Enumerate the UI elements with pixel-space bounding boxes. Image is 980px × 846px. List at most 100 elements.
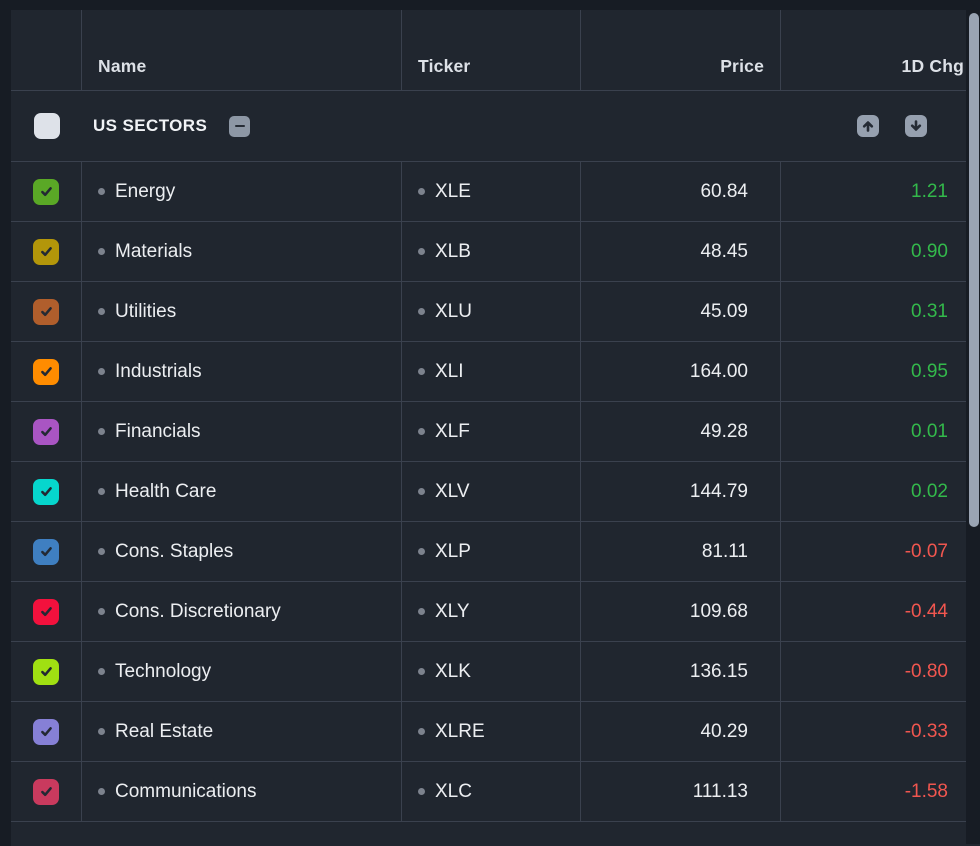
table-row[interactable]: Materials XLB 48.45 0.90 (11, 222, 980, 282)
row-checkbox[interactable] (33, 478, 59, 505)
arrow-up-icon (862, 121, 874, 132)
move-up-button[interactable] (857, 115, 879, 137)
checkmark-icon (40, 787, 52, 797)
name-cell: Cons. Staples (82, 522, 402, 581)
change-cell: -0.07 (781, 522, 980, 581)
change-value: -1.58 (904, 780, 948, 802)
row-checkbox[interactable] (33, 238, 59, 265)
column-header-ticker[interactable]: Ticker (402, 10, 581, 90)
ticker-cell: XLB (402, 222, 581, 281)
change-cell: 0.95 (781, 342, 980, 401)
table-row[interactable]: Energy XLE 60.84 1.21 (11, 162, 980, 222)
bullet-icon (418, 188, 425, 195)
bullet-icon (418, 488, 425, 495)
bullet-icon (418, 368, 425, 375)
ticker-cell: XLP (402, 522, 581, 581)
row-checkbox[interactable] (33, 718, 59, 745)
move-down-button[interactable] (905, 115, 927, 137)
sector-name: Industrials (115, 360, 202, 382)
change-value: -0.33 (904, 720, 948, 742)
ticker-cell: XLE (402, 162, 581, 221)
name-cell: Real Estate (82, 702, 402, 761)
bullet-icon (98, 428, 105, 435)
table-row[interactable]: Industrials XLI 164.00 0.95 (11, 342, 980, 402)
sector-name: Utilities (115, 300, 177, 322)
sector-name: Technology (115, 660, 212, 682)
row-checkbox[interactable] (33, 418, 59, 445)
bullet-icon (418, 788, 425, 795)
table-row[interactable]: Technology XLK 136.15 -0.80 (11, 642, 980, 702)
change-value: 0.02 (911, 480, 948, 502)
sector-name: Health Care (115, 480, 217, 502)
price-value: 144.79 (689, 480, 748, 502)
table-row[interactable]: Financials XLF 49.28 0.01 (11, 402, 980, 462)
column-header-price[interactable]: Price (581, 10, 781, 90)
change-value: 1.21 (911, 180, 948, 202)
change-value: -0.44 (904, 600, 948, 622)
row-checkbox-cell (11, 702, 82, 761)
ticker-cell: XLK (402, 642, 581, 701)
scrollbar-thumb[interactable] (969, 13, 979, 527)
ticker-cell: XLC (402, 762, 581, 821)
bullet-icon (418, 608, 425, 615)
price-cell: 136.15 (581, 642, 781, 701)
name-cell: Cons. Discretionary (82, 582, 402, 641)
price-value: 40.29 (700, 720, 748, 742)
ticker-symbol: XLP (435, 540, 471, 562)
table-row[interactable]: Cons. Staples XLP 81.11 -0.07 (11, 522, 980, 582)
price-value: 111.13 (692, 780, 748, 802)
group-checkbox[interactable] (33, 113, 60, 139)
table-row[interactable]: Real Estate XLRE 40.29 -0.33 (11, 702, 980, 762)
group-checkbox-cell (11, 113, 82, 139)
price-value: 109.68 (689, 600, 748, 622)
collapse-group-button[interactable] (229, 115, 251, 137)
ticker-cell: XLU (402, 282, 581, 341)
name-cell: Industrials (82, 342, 402, 401)
row-checkbox[interactable] (33, 778, 59, 805)
column-header-change-label: 1D Chg (901, 56, 964, 76)
bullet-icon (418, 308, 425, 315)
row-checkbox[interactable] (33, 598, 59, 625)
sector-name: Real Estate (115, 720, 214, 742)
price-value: 45.09 (700, 300, 748, 322)
row-checkbox[interactable] (33, 538, 59, 565)
row-checkbox[interactable] (33, 178, 59, 205)
ticker-symbol: XLI (435, 360, 464, 382)
ticker-symbol: XLC (435, 780, 472, 802)
ticker-symbol: XLF (435, 420, 470, 442)
checkmark-icon (40, 247, 52, 257)
table-row[interactable]: Cons. Discretionary XLY 109.68 -0.44 (11, 582, 980, 642)
ticker-symbol: XLE (435, 180, 471, 202)
bullet-icon (418, 548, 425, 555)
row-checkbox[interactable] (33, 298, 59, 325)
header-checkbox-column (11, 10, 82, 90)
change-cell: -1.58 (781, 762, 980, 821)
column-header-name[interactable]: Name (82, 10, 402, 90)
column-header-change[interactable]: 1D Chg (781, 10, 980, 90)
ticker-symbol: XLY (435, 600, 470, 622)
price-cell: 109.68 (581, 582, 781, 641)
bullet-icon (98, 548, 105, 555)
checkmark-icon (40, 307, 52, 317)
row-checkbox-cell (11, 162, 82, 221)
price-value: 164.00 (689, 360, 748, 382)
row-checkbox-cell (11, 762, 82, 821)
table-row[interactable]: Utilities XLU 45.09 0.31 (11, 282, 980, 342)
row-checkbox[interactable] (33, 658, 59, 685)
checkmark-icon (40, 367, 52, 377)
column-header-ticker-label: Ticker (418, 56, 471, 76)
price-cell: 60.84 (581, 162, 781, 221)
table-row[interactable]: Health Care XLV 144.79 0.02 (11, 462, 980, 522)
row-checkbox-cell (11, 402, 82, 461)
bullet-icon (98, 188, 105, 195)
price-cell: 111.13 (581, 762, 781, 821)
checkmark-icon (40, 487, 52, 497)
bullet-icon (98, 248, 105, 255)
row-checkbox-cell (11, 582, 82, 641)
row-checkbox-cell (11, 522, 82, 581)
row-checkbox[interactable] (33, 358, 59, 385)
table-row[interactable]: Communications XLC 111.13 -1.58 (11, 762, 980, 822)
price-cell: 81.11 (581, 522, 781, 581)
minus-icon (234, 124, 245, 128)
column-header-name-label: Name (98, 56, 147, 76)
